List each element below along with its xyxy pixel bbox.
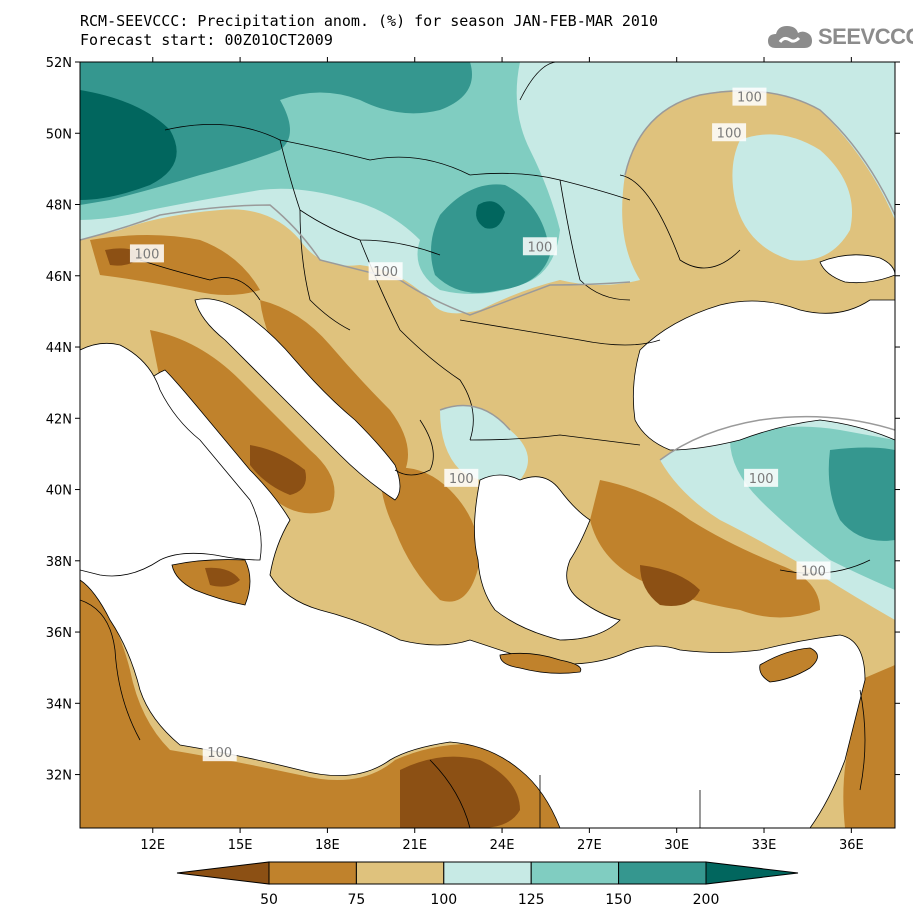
colorbar-segment xyxy=(618,861,707,885)
contour-label: 100 xyxy=(801,564,826,579)
anomaly-band-above-200-germany xyxy=(80,90,177,200)
contour-label-bg xyxy=(202,743,237,762)
crete-island xyxy=(499,652,582,674)
contour-label: 100 xyxy=(135,247,160,262)
mediterranean-sea xyxy=(80,369,866,828)
lat-tick-label: 50N xyxy=(46,127,72,142)
contour-label: 100 xyxy=(737,91,762,106)
colorbar-segment xyxy=(530,861,620,885)
cloud-icon xyxy=(768,26,812,48)
lat-tick-label: 34N xyxy=(46,697,72,712)
colorbar-tick-label: 50 xyxy=(260,892,278,908)
anomaly-band-above-200-hungary xyxy=(476,201,505,229)
lat-tick-label: 32N xyxy=(46,769,72,784)
lat-tick-label: 38N xyxy=(46,555,72,570)
longitude-axis: 12E 15E 18E 21E 24E 27E 30E 33E 36E xyxy=(140,57,864,853)
colorbar-segment xyxy=(268,861,357,885)
tyrrhenian-sea xyxy=(80,342,262,577)
colorbar-tick-label: 75 xyxy=(347,892,365,908)
lon-tick-label: 12E xyxy=(140,838,165,853)
anomaly-band-150-200-north xyxy=(80,62,472,205)
anomaly-band-100-125-aegean xyxy=(440,405,528,484)
map-title: RCM-SEEVCCC: Precipitation anom. (%) for… xyxy=(80,12,658,50)
lat-tick-label: 36N xyxy=(46,626,72,641)
colorbar-segment-below-50 xyxy=(176,861,270,885)
contour-label: 100 xyxy=(207,746,232,761)
map-frame xyxy=(79,61,896,829)
colorbar-tick-label: 125 xyxy=(518,892,545,908)
colorbar-segment xyxy=(443,861,532,885)
anomaly-band-150-200-turkey xyxy=(828,447,895,541)
adriatic-sea xyxy=(194,298,401,501)
anomaly-band-150-200-hungary xyxy=(431,184,550,293)
anomaly-band-below-50-anatolia xyxy=(640,565,700,606)
lat-tick-label: 40N xyxy=(46,484,72,499)
aegean-sea xyxy=(474,474,621,641)
lat-tick-label: 42N xyxy=(46,412,72,427)
lon-tick-label: 36E xyxy=(839,838,864,853)
lon-tick-label: 24E xyxy=(490,838,515,853)
black-sea xyxy=(632,299,895,451)
contour-label: 100 xyxy=(449,472,474,487)
contour-label-bg xyxy=(732,87,767,106)
colorbar: 50 75 100 125 150 200 xyxy=(176,861,799,908)
lat-tick-label: 48N xyxy=(46,199,72,214)
country-borders xyxy=(80,62,871,828)
colorbar-tick-label: 200 xyxy=(693,892,720,908)
map-plot-area: 100 100 100 100 100 100 100 100 100 xyxy=(80,62,895,828)
contour-label-bg xyxy=(368,262,403,281)
lon-tick-label: 30E xyxy=(664,838,689,853)
colorbar-segment xyxy=(355,861,445,885)
lat-tick-label: 44N xyxy=(46,341,72,356)
title-line-2: Forecast start: 00Z01OCT2009 xyxy=(80,31,333,49)
anomaly-band-50-75-greece xyxy=(380,467,480,602)
contour-label-bg xyxy=(129,244,164,263)
contour-labels: 100 100 100 100 100 100 100 100 100 xyxy=(129,87,831,762)
contour-label-bg xyxy=(522,237,557,256)
logo-text: SEEVCCC xyxy=(818,24,913,49)
lon-tick-label: 21E xyxy=(402,838,427,853)
seevccc-logo: SEEVCCC xyxy=(766,22,913,52)
title-line-1: RCM-SEEVCCC: Precipitation anom. (%) for… xyxy=(80,12,658,30)
lat-tick-label: 52N xyxy=(46,56,72,71)
colorbar-tick-label: 150 xyxy=(605,892,632,908)
sicily-low-anomaly xyxy=(205,567,240,587)
contour-label-bg xyxy=(796,561,831,580)
anomaly-band-100-125-ukraine xyxy=(732,134,852,261)
anomaly-band-50-75-adriatic xyxy=(260,300,408,480)
colorbar-tick-label: 100 xyxy=(430,892,457,908)
anomaly-band-below-50-southern-italy xyxy=(250,445,306,495)
lon-tick-label: 15E xyxy=(228,838,253,853)
anomaly-band-below-50-libya xyxy=(400,756,520,828)
cyprus-island xyxy=(759,647,818,683)
colorbar-segment-above-200 xyxy=(705,861,799,885)
lon-tick-label: 27E xyxy=(577,838,602,853)
contour-label-bg xyxy=(444,468,479,487)
contour-label-bg xyxy=(712,123,747,142)
sea-of-azov xyxy=(819,254,895,284)
contour-label: 100 xyxy=(749,472,774,487)
lon-tick-label: 18E xyxy=(315,838,340,853)
contour-label-bg xyxy=(744,468,779,487)
contour-label: 100 xyxy=(373,265,398,280)
contour-label: 100 xyxy=(527,240,552,255)
lon-tick-label: 33E xyxy=(752,838,777,853)
contour-label: 100 xyxy=(717,126,742,141)
latitude-axis: 52N 50N 48N 46N 44N 42N 40N 38N 36N 34N 32N xyxy=(46,56,900,784)
lat-tick-label: 46N xyxy=(46,270,72,285)
